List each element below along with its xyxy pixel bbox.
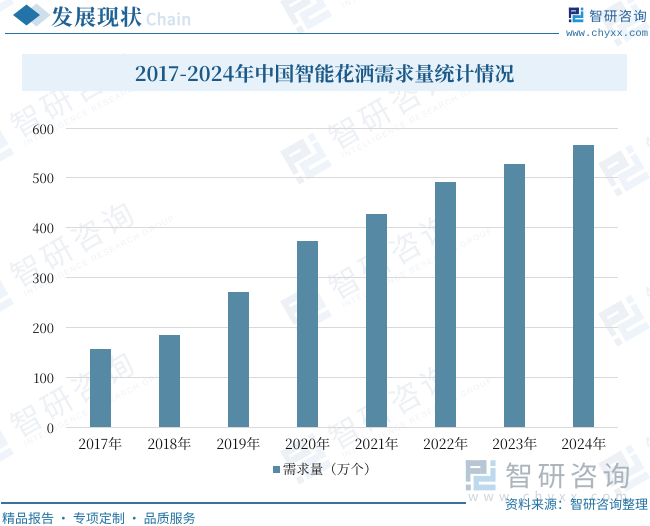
gridline-y100 — [65, 376, 619, 378]
brand-block: 智研咨询 — [568, 5, 648, 25]
section-title: 发展现状 — [51, 1, 144, 32]
x-axis-label-2023年: 2023年 — [492, 434, 538, 454]
gridline-y500 — [65, 177, 619, 179]
chart-title: 2017-2024年中国智能花洒需求量统计情况 — [134, 58, 515, 87]
legend-label: 需求量（万个） — [282, 458, 378, 479]
bar-2023年[interactable] — [504, 163, 526, 427]
services-label: 精品报告 · 专项定制 · 品质服务 — [2, 507, 196, 526]
gridline-y0 — [65, 426, 619, 428]
bar-2018年[interactable] — [158, 334, 180, 427]
x-axis-label-2018年: 2018年 — [147, 434, 192, 454]
y-axis-label-200: 200 — [32, 317, 54, 337]
chart-title-bar: 2017-2024年中国智能花洒需求量统计情况 — [22, 54, 627, 91]
bar-2024年[interactable] — [573, 145, 595, 427]
brand-name: 智研咨询 — [589, 5, 648, 25]
section-subtitle-watermark: Chain — [146, 6, 192, 30]
bar-2021年[interactable] — [366, 213, 387, 427]
bar-2017年[interactable] — [89, 348, 111, 427]
legend-marker-icon — [272, 465, 280, 473]
footer-divider — [1, 502, 466, 504]
x-axis-label-2019年: 2019年 — [216, 434, 261, 454]
x-axis-label-2024年: 2024年 — [561, 434, 607, 454]
bar-2019年[interactable] — [228, 292, 249, 427]
header-divider — [5, 33, 559, 35]
gridline-y300 — [65, 277, 619, 278]
y-axis-label-300: 300 — [32, 268, 54, 287]
brand-url[interactable]: www.chyxx.com — [566, 28, 648, 40]
x-axis-label-2021年: 2021年 — [354, 434, 399, 454]
brand-logo-icon — [569, 7, 584, 23]
x-axis-label-2020年: 2020年 — [284, 434, 331, 454]
data-source-label: 资料来源：智研咨询整理 — [504, 493, 648, 513]
bar-2022年[interactable] — [435, 182, 457, 427]
source-watermark: 智研咨询 — [464, 459, 635, 492]
gridline-y200 — [65, 326, 619, 328]
y-axis-label-0: 0 — [46, 417, 54, 437]
gridline-y600 — [65, 127, 619, 129]
section-diamond-icon — [13, 3, 51, 27]
x-axis-label-2022年: 2022年 — [423, 434, 469, 454]
y-axis-label-400: 400 — [32, 218, 54, 238]
bar-2020年[interactable] — [297, 240, 318, 427]
y-axis-label-500: 500 — [32, 168, 54, 188]
chart-legend[interactable]: 需求量（万个） — [0, 461, 650, 477]
source-watermark-logo-icon — [465, 460, 496, 491]
x-axis-label-2017年: 2017年 — [78, 434, 123, 454]
y-axis-label-600: 600 — [32, 118, 54, 138]
y-axis-label-100: 100 — [33, 367, 54, 387]
gridline-y400 — [65, 227, 619, 229]
source-watermark-url: www.chyxx.com — [468, 486, 633, 505]
source-watermark-brand: 智研咨询 — [505, 455, 636, 495]
